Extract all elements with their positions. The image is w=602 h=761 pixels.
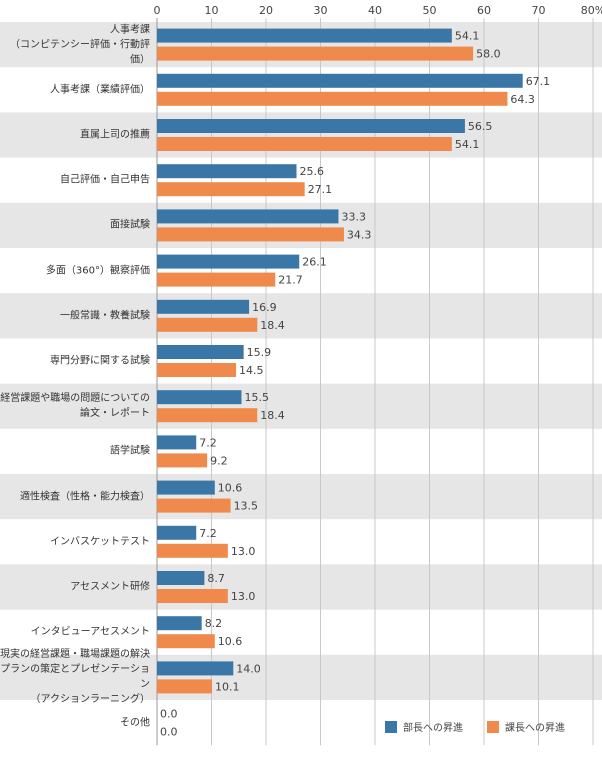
row-shade [0, 293, 602, 339]
row-shade [0, 474, 602, 520]
value-label: 7.2 [199, 527, 217, 540]
value-label: 10.1 [215, 680, 240, 693]
bar [157, 46, 474, 61]
x-tick-label: 20 [259, 4, 273, 17]
category-label: 多面（360°）観察評価 [45, 265, 150, 277]
x-tick-label: 0 [154, 4, 161, 17]
bar [157, 119, 465, 133]
value-label: 67.1 [526, 75, 551, 88]
value-label: 8.2 [205, 617, 223, 630]
bar [157, 345, 244, 359]
value-label: 7.2 [199, 436, 217, 449]
bar [157, 317, 258, 332]
value-label: 14.0 [236, 662, 260, 675]
value-label: 15.5 [244, 391, 269, 404]
value-label: 34.3 [347, 228, 372, 241]
bar [157, 679, 213, 694]
bar [157, 73, 523, 88]
category-label: 直属上司の推薦 [80, 129, 150, 141]
row-shade [0, 383, 602, 429]
value-label: 27.1 [308, 183, 333, 196]
value-label: 64.3 [510, 93, 535, 106]
value-label: 14.5 [239, 364, 264, 377]
bar [157, 525, 197, 540]
x-tick-label: 40 [368, 4, 382, 17]
value-label: 18.4 [260, 319, 285, 332]
bar [157, 589, 228, 603]
value-label: 18.4 [260, 409, 285, 422]
value-label: 26.1 [302, 256, 327, 269]
bar [157, 634, 215, 649]
bar [157, 227, 344, 242]
bar [157, 182, 305, 197]
category-label: 人事考課（業績評価） [50, 84, 150, 96]
bar [157, 435, 197, 450]
legend-swatch [385, 721, 397, 733]
value-label: 21.7 [278, 274, 303, 287]
value-label: 25.6 [300, 165, 325, 178]
x-tick-label: 50 [423, 4, 437, 17]
bar [157, 571, 205, 585]
value-label: 9.2 [210, 454, 228, 467]
row-shade [0, 564, 602, 610]
bar [157, 453, 208, 468]
value-label: 13.0 [231, 590, 256, 603]
category-label: 適性検査（性格・能力検査） [20, 491, 150, 503]
bar [157, 616, 202, 631]
bar [157, 480, 215, 495]
bar [157, 28, 452, 43]
bar [157, 390, 242, 405]
value-label: 0.0 [160, 726, 178, 739]
value-label: 15.9 [247, 346, 272, 359]
value-label: 33.3 [341, 210, 366, 223]
category-label: 自己評価・自己申告 [60, 174, 150, 186]
bar [157, 137, 452, 151]
x-tick-label: 30 [314, 4, 328, 17]
category-label: 一般常識・教養試験 [60, 310, 150, 322]
category-label: 人事考課 （コンピテンシー評価・行動評価） [10, 24, 150, 66]
bar [157, 363, 237, 377]
category-label: 現実の経営課題・職場課題の解決 プランの策定とプレゼンテーション （アクションラ… [0, 649, 150, 706]
bar [157, 299, 250, 314]
x-tick-label: 10 [205, 4, 219, 17]
value-label: 16.9 [252, 301, 276, 314]
bar [157, 408, 258, 423]
bar [157, 254, 300, 269]
category-label: 経営課題や職場の問題についての 論文・レポート [0, 393, 150, 420]
bar [157, 543, 228, 558]
category-label: 専門分野に関する試験 [50, 355, 150, 367]
bar [157, 209, 339, 224]
value-label: 8.7 [207, 572, 225, 585]
value-label: 13.0 [231, 545, 256, 558]
row-shade [0, 654, 602, 700]
value-label: 10.6 [218, 482, 243, 495]
bar [157, 661, 234, 676]
category-label: 面接試験 [110, 219, 150, 231]
bar [157, 272, 276, 287]
value-label: 54.1 [455, 30, 480, 43]
legend-swatch [487, 721, 499, 733]
value-label: 56.5 [468, 120, 493, 133]
x-tick-label: 80% [581, 4, 602, 17]
value-label: 58.0 [476, 48, 501, 61]
bar [157, 164, 297, 179]
value-label: 13.5 [234, 500, 259, 513]
x-tick-label: 60 [477, 4, 491, 17]
category-label: 語学試験 [110, 445, 150, 457]
category-label: インバスケットテスト [50, 536, 150, 548]
legend-label: 部長への昇進 [403, 721, 463, 734]
value-label: 0.0 [160, 708, 178, 721]
category-label: インタビューアセスメント [30, 626, 150, 638]
x-tick-label: 70 [532, 4, 546, 17]
category-label: アセスメント研修 [70, 581, 150, 593]
category-label: その他 [120, 717, 150, 729]
value-label: 10.6 [218, 635, 243, 648]
value-label: 54.1 [455, 138, 480, 151]
bar [157, 91, 508, 106]
bar [157, 498, 231, 513]
legend-label: 課長への昇進 [505, 721, 565, 734]
